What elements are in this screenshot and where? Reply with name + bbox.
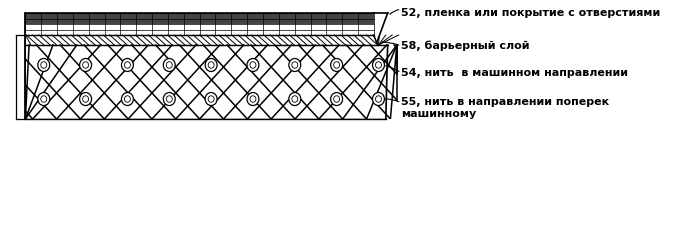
Text: 54, нить  в машинном направлении: 54, нить в машинном направлении bbox=[401, 68, 628, 78]
Circle shape bbox=[247, 59, 259, 72]
Bar bbox=[216, 25, 231, 36]
Bar bbox=[184, 25, 200, 36]
Bar bbox=[41, 14, 57, 25]
Circle shape bbox=[80, 93, 91, 106]
Bar bbox=[3, 0, 25, 231]
Text: 50: 50 bbox=[23, 153, 40, 166]
Text: 58, барьерный слой: 58, барьерный слой bbox=[401, 41, 530, 51]
Bar bbox=[121, 25, 136, 36]
Polygon shape bbox=[25, 46, 392, 119]
Circle shape bbox=[121, 93, 133, 106]
Circle shape bbox=[289, 93, 301, 106]
Bar bbox=[231, 25, 247, 36]
Bar bbox=[25, 25, 41, 36]
Circle shape bbox=[289, 59, 301, 72]
Polygon shape bbox=[25, 36, 381, 46]
Bar bbox=[89, 14, 105, 25]
Bar bbox=[342, 25, 358, 36]
Circle shape bbox=[163, 93, 175, 106]
Bar bbox=[200, 14, 216, 25]
Bar bbox=[342, 14, 358, 25]
Bar bbox=[279, 14, 295, 25]
Bar bbox=[247, 14, 263, 25]
Bar bbox=[311, 25, 327, 36]
Bar bbox=[57, 25, 73, 36]
Circle shape bbox=[373, 59, 385, 72]
Bar bbox=[295, 25, 311, 36]
Bar bbox=[136, 14, 152, 25]
Bar bbox=[121, 14, 136, 25]
Circle shape bbox=[38, 93, 50, 106]
Bar bbox=[358, 25, 374, 36]
Bar bbox=[105, 25, 121, 36]
Circle shape bbox=[247, 93, 259, 106]
Bar bbox=[57, 14, 73, 25]
Bar bbox=[25, 14, 41, 25]
Text: 52, пленка или покрытие с отверстиями: 52, пленка или покрытие с отверстиями bbox=[401, 8, 660, 18]
Bar bbox=[41, 25, 57, 36]
Bar bbox=[263, 14, 279, 25]
Circle shape bbox=[38, 59, 50, 72]
Bar bbox=[311, 14, 327, 25]
Bar bbox=[184, 14, 200, 25]
Bar bbox=[263, 25, 279, 36]
Text: 53: 53 bbox=[1, 71, 19, 84]
Bar bbox=[327, 25, 342, 36]
Circle shape bbox=[80, 59, 91, 72]
Circle shape bbox=[163, 59, 175, 72]
Bar bbox=[152, 25, 168, 36]
Circle shape bbox=[331, 59, 343, 72]
Circle shape bbox=[331, 93, 343, 106]
Bar bbox=[136, 25, 152, 36]
Bar bbox=[152, 14, 168, 25]
Bar bbox=[168, 25, 184, 36]
Circle shape bbox=[205, 93, 217, 106]
Bar bbox=[216, 14, 231, 25]
Circle shape bbox=[121, 59, 133, 72]
Bar bbox=[279, 25, 295, 36]
Bar bbox=[105, 14, 121, 25]
Bar bbox=[247, 25, 263, 36]
Bar bbox=[73, 25, 89, 36]
Bar bbox=[3, 119, 644, 231]
Polygon shape bbox=[25, 14, 387, 36]
Bar bbox=[89, 25, 105, 36]
Bar bbox=[200, 25, 216, 36]
Circle shape bbox=[205, 59, 217, 72]
Text: 55, нить в направлении поперек
машинному: 55, нить в направлении поперек машинному bbox=[401, 97, 609, 118]
Bar bbox=[231, 14, 247, 25]
Bar bbox=[295, 14, 311, 25]
Bar bbox=[358, 14, 374, 25]
Bar bbox=[168, 14, 184, 25]
Circle shape bbox=[373, 93, 385, 106]
Text: Фиг. 5: Фиг. 5 bbox=[299, 209, 346, 223]
Bar bbox=[327, 14, 342, 25]
Bar bbox=[73, 14, 89, 25]
